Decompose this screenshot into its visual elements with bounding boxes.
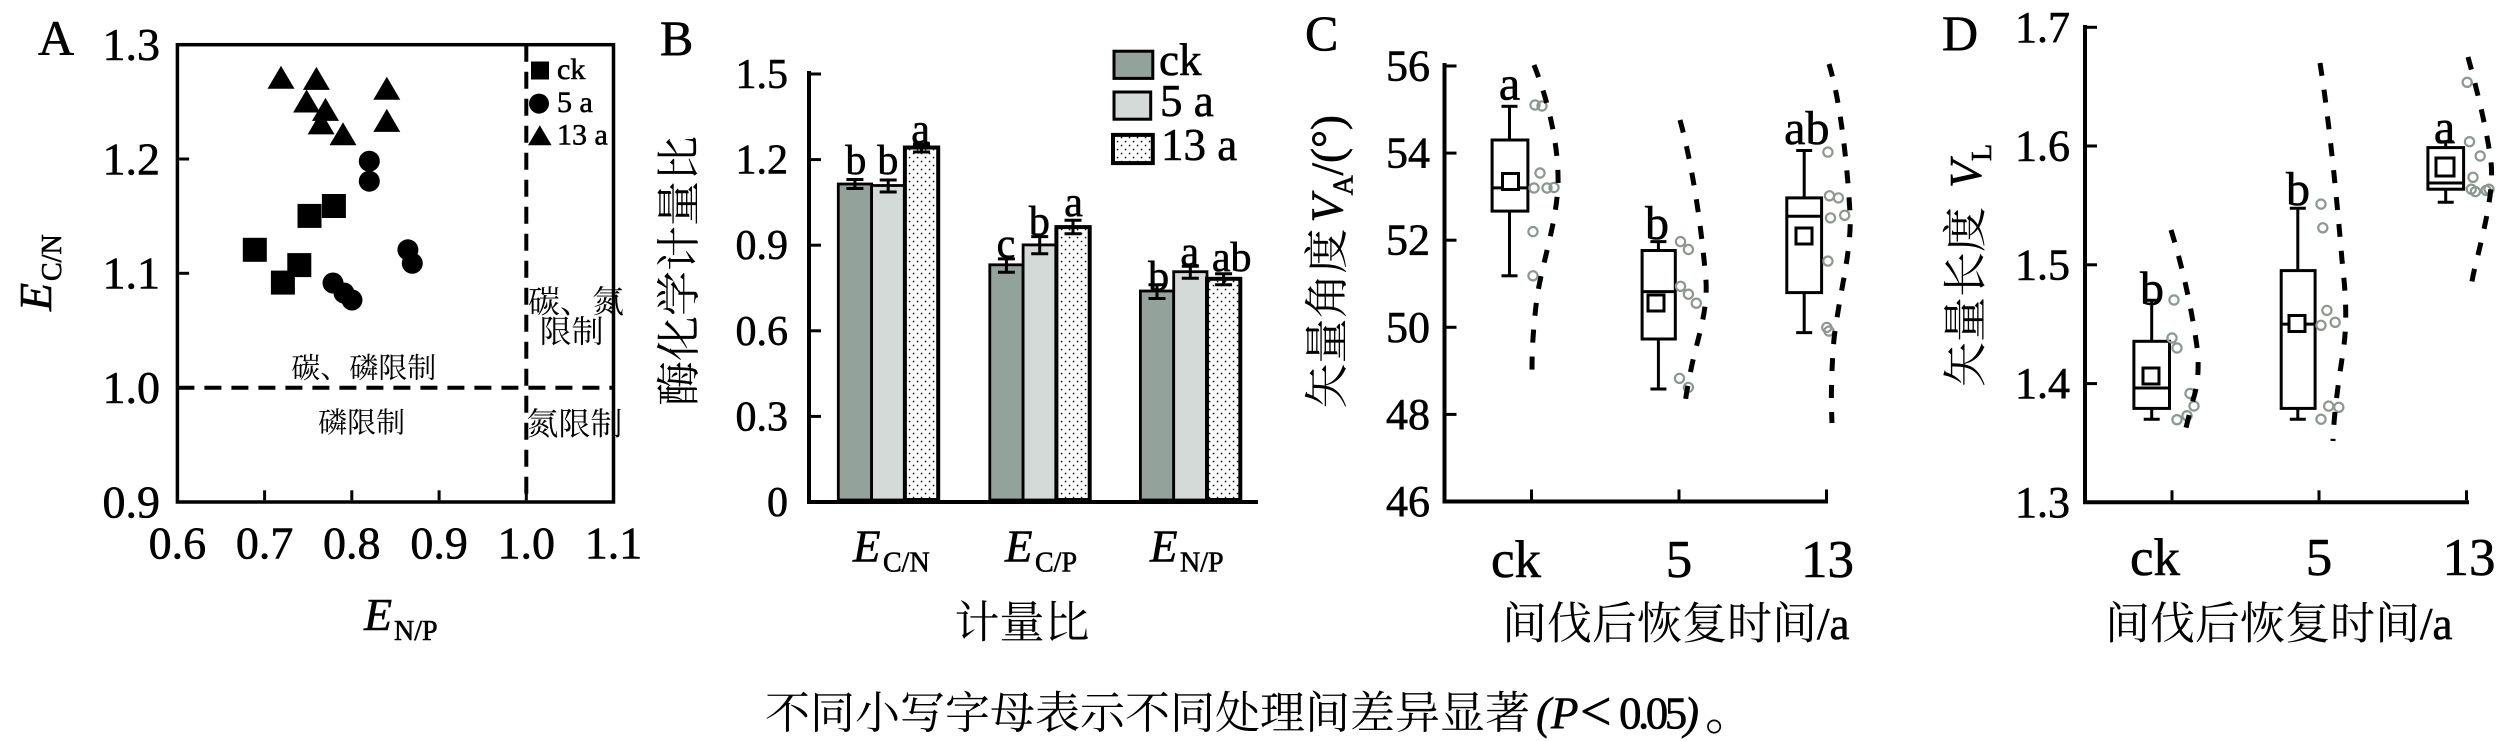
svg-text:5 a: 5 a [1160,76,1214,126]
svg-text:c: c [997,221,1016,267]
svg-text:5: 5 [1666,531,1693,589]
svg-text:ck: ck [1159,35,1202,85]
svg-text:ck: ck [1491,531,1542,589]
svg-text:V: V [1303,191,1353,223]
svg-text:D: D [1942,5,1978,61]
svg-text:1.2: 1.2 [736,138,789,184]
svg-text:0.7: 0.7 [236,518,294,569]
svg-text:1.3: 1.3 [103,19,161,70]
svg-text:56: 56 [1386,42,1430,91]
svg-text:54: 54 [1386,129,1430,178]
svg-text:/a: /a [2420,599,2453,649]
svg-text:a: a [2434,101,2455,154]
svg-text:0: 0 [767,480,788,526]
svg-text:0.9: 0.9 [736,223,789,269]
svg-text:1.5: 1.5 [736,52,789,98]
svg-text:<: < [1580,681,1612,741]
svg-text:ck: ck [557,53,585,86]
svg-text:0.8: 0.8 [323,518,381,569]
svg-text:0.9: 0.9 [103,476,161,527]
svg-text:1.6: 1.6 [2015,122,2070,171]
svg-text:N/P: N/P [1180,548,1224,579]
svg-text:48: 48 [1386,390,1430,439]
svg-text:1.2: 1.2 [103,133,161,184]
svg-text:1.5: 1.5 [2015,240,2070,289]
svg-text:46: 46 [1386,477,1430,526]
svg-text:13 a: 13 a [1161,120,1237,170]
svg-text:13 a: 13 a [557,119,608,152]
svg-text:b: b [2140,263,2164,316]
svg-text:C/N: C/N [883,548,930,579]
svg-text:0.9: 0.9 [410,518,468,569]
svg-text:A: A [1329,175,1360,196]
svg-text:1.4: 1.4 [2015,359,2070,408]
svg-text:E: E [1004,522,1033,572]
svg-text:b: b [877,138,898,184]
svg-text:b: b [1148,254,1169,300]
svg-text:L: L [1967,144,1998,161]
svg-text:52: 52 [1386,216,1430,265]
svg-text:0.05: 0.05 [1619,689,1686,739]
svg-text:a: a [1499,58,1520,111]
svg-text:): ) [1681,689,1699,739]
svg-text:V: V [1941,156,1991,188]
svg-text:a: a [1180,229,1199,275]
svg-text:0.6: 0.6 [149,518,207,569]
svg-text:/(°): /(°) [1303,115,1353,175]
svg-text:13: 13 [1801,531,1854,589]
svg-text:C/P: C/P [1035,548,1077,579]
svg-text:13: 13 [2443,529,2496,587]
svg-text:b: b [845,138,866,184]
svg-text:E: E [363,589,392,640]
svg-text:E: E [10,283,61,312]
svg-text:b: b [2286,163,2310,216]
svg-text:/a: /a [1817,599,1850,649]
svg-text:E: E [852,522,881,572]
svg-text:1.0: 1.0 [498,518,556,569]
svg-text:1.3: 1.3 [2015,478,2070,527]
svg-text:ab: ab [1212,235,1252,281]
svg-text:a: a [1064,180,1083,226]
svg-text:b: b [1029,199,1050,245]
svg-text:B: B [660,10,693,66]
svg-text:5 a: 5 a [557,86,593,119]
svg-text:1.1: 1.1 [585,518,643,569]
svg-text:b: b [1645,197,1669,250]
svg-text:(P: (P [1536,689,1579,739]
svg-text:5: 5 [2306,529,2333,587]
svg-text:A: A [38,10,74,66]
svg-text:ck: ck [2130,529,2181,587]
svg-text:1.7: 1.7 [2015,3,2070,52]
svg-text:0.6: 0.6 [736,309,789,355]
svg-text:a: a [911,107,930,153]
svg-text:C/N: C/N [37,234,68,281]
svg-text:1.1: 1.1 [103,248,161,299]
svg-text:N/P: N/P [394,616,438,647]
svg-text:C: C [1305,5,1338,61]
svg-text:50: 50 [1386,303,1430,352]
svg-text:0.3: 0.3 [736,394,789,440]
svg-text:ab: ab [1784,102,1829,155]
svg-text:E: E [1149,522,1178,572]
svg-text:1.0: 1.0 [103,362,161,413]
